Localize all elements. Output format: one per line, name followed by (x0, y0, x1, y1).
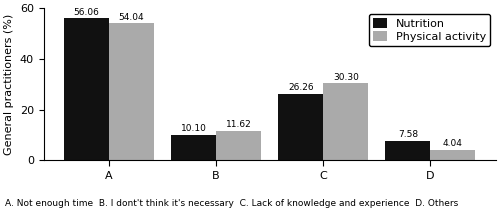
Text: 4.04: 4.04 (443, 139, 462, 148)
Text: 30.30: 30.30 (333, 73, 358, 82)
Bar (171, 135, 216, 160)
Text: 26.26: 26.26 (288, 83, 314, 92)
Bar (430, 150, 476, 160)
Legend: Nutrition, Physical activity: Nutrition, Physical activity (369, 14, 490, 46)
Text: 56.06: 56.06 (74, 8, 100, 17)
Bar (278, 94, 323, 160)
Text: A. Not enough time  B. I dont't think it's necessary  C. Lack of knowledge and e: A. Not enough time B. I dont't think it'… (5, 199, 458, 208)
Bar (216, 131, 261, 160)
Text: 54.04: 54.04 (119, 13, 144, 22)
Bar (64, 18, 109, 160)
Y-axis label: General practitioners (%): General practitioners (%) (4, 14, 14, 155)
Bar (323, 83, 368, 160)
Text: 11.62: 11.62 (226, 120, 252, 129)
Text: 10.10: 10.10 (180, 124, 206, 133)
Bar (109, 23, 154, 160)
Bar (386, 141, 430, 160)
Text: 7.58: 7.58 (398, 130, 418, 139)
